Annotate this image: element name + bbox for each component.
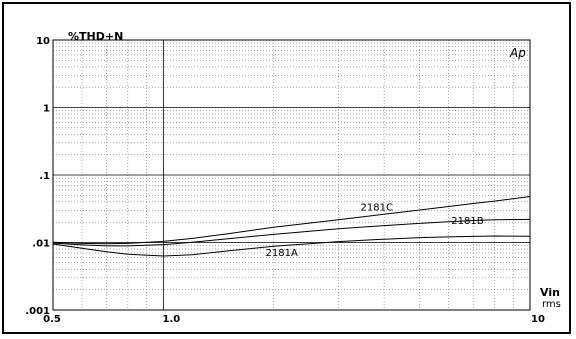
grid xyxy=(52,40,531,311)
ap-logo: Ap xyxy=(509,46,526,60)
y-tick-label: .1 xyxy=(39,171,50,182)
y-tick-label: .001 xyxy=(25,306,50,317)
series-label-2181c: 2181C xyxy=(361,203,393,214)
x-axis-label: Vin xyxy=(540,286,560,299)
y-tick-label: 10 xyxy=(36,36,50,47)
series-line-2181a xyxy=(52,235,531,257)
y-tick-label: 1 xyxy=(43,104,50,115)
x-axis-unit: rms xyxy=(542,299,561,310)
x-tick-label: 0.5 xyxy=(43,314,61,325)
series-line-2181b xyxy=(52,218,531,247)
series-labels: 2181A 2181B 2181C xyxy=(266,203,484,260)
y-axis-label: %THD+N xyxy=(68,30,123,43)
x-tick-label: 1.0 xyxy=(163,314,181,325)
series-label-2181b: 2181B xyxy=(451,216,483,227)
plot-area xyxy=(52,39,531,311)
series-lines xyxy=(52,196,531,257)
y-tick-label: .01 xyxy=(32,239,50,250)
x-tick-label: 10 xyxy=(531,314,545,325)
series-line-2181c xyxy=(52,196,531,245)
series-label-2181a: 2181A xyxy=(266,248,298,259)
chart-frame xyxy=(2,2,571,334)
